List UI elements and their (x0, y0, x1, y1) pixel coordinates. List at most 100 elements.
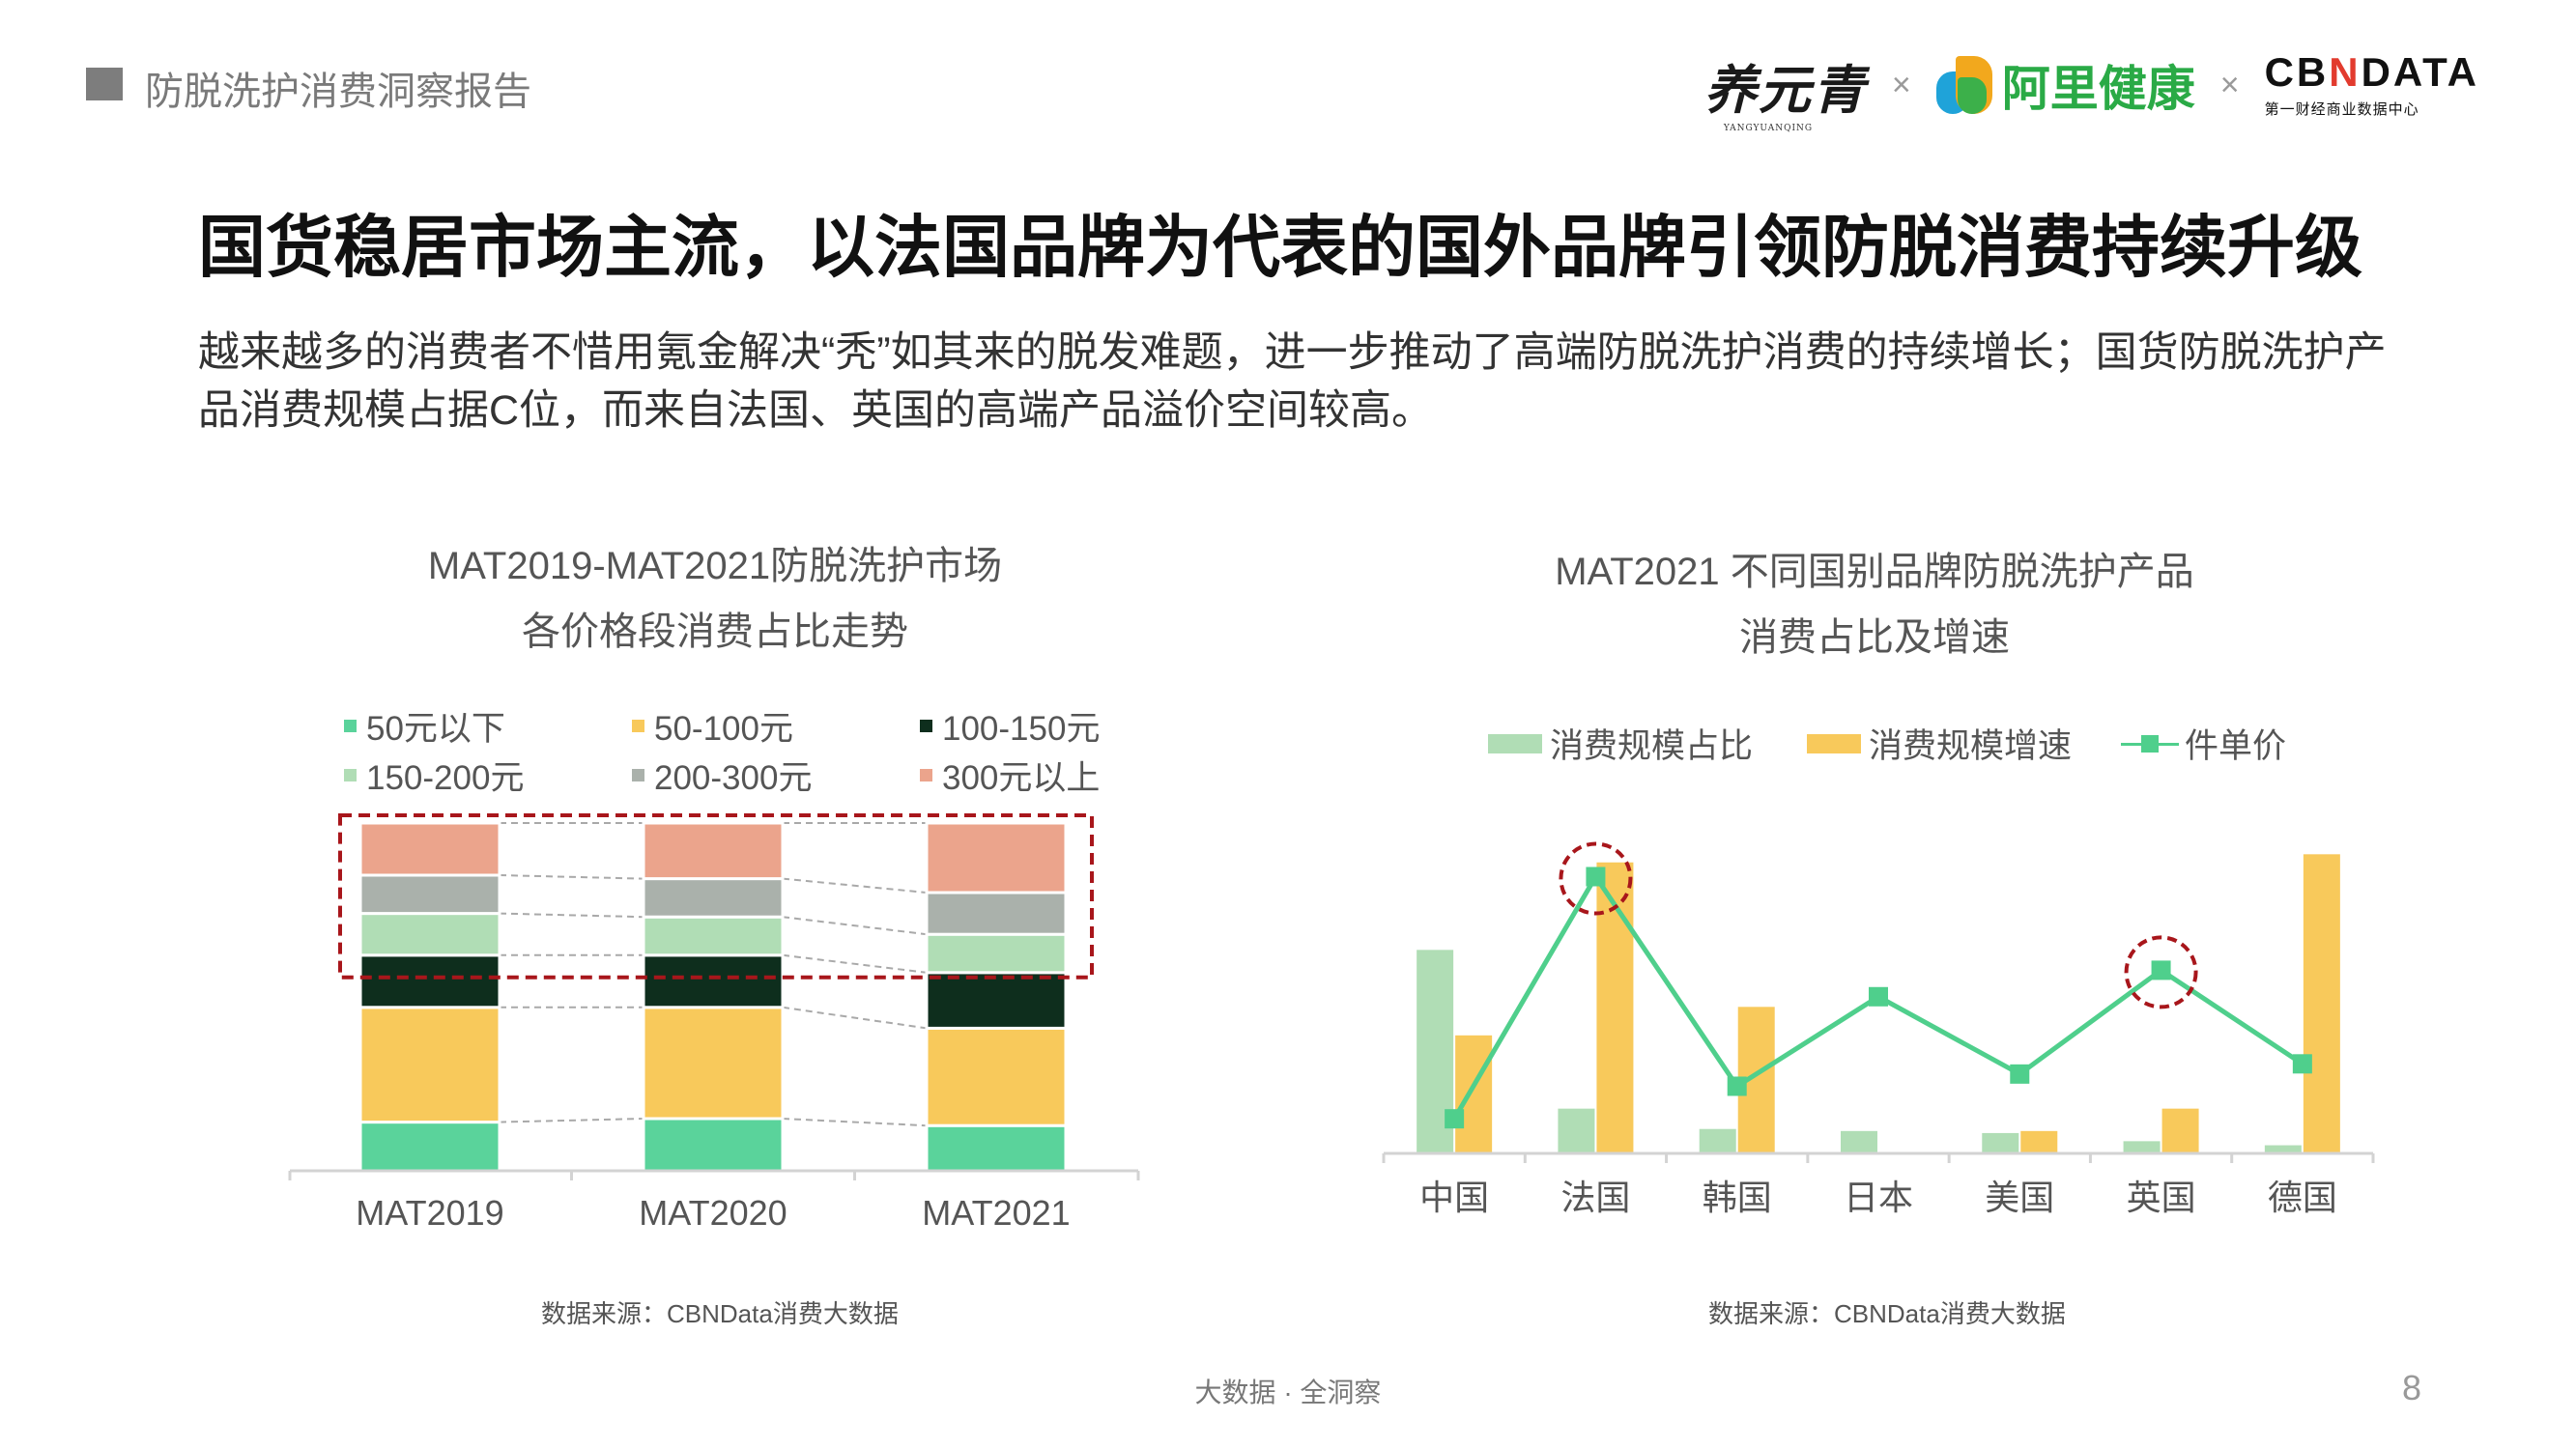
bar-segment (925, 1026, 1068, 1127)
legend-item: 100-150元 (920, 701, 1100, 751)
legend-swatch (344, 720, 357, 732)
bar (1558, 1108, 1595, 1153)
header-square-icon (86, 68, 123, 100)
bar (2020, 1130, 2058, 1153)
right-chart-source: 数据来源：CBNData消费大数据 (1708, 1299, 2066, 1328)
legend-item: 200-300元 (632, 751, 812, 800)
price-marker (2151, 960, 2171, 980)
bar (2161, 1108, 2199, 1153)
legend-item: 50-100元 (632, 701, 793, 751)
right-chart-title: MAT2021 不同国别品牌防脱洗护产品 消费占比及增速 (1449, 539, 2300, 670)
price-marker (1445, 1109, 1465, 1129)
price-marker (1869, 986, 1888, 1007)
x-tick-label: 日本 (1844, 1178, 1913, 1217)
connector-line (782, 877, 928, 894)
x-tick-label: 韩国 (1703, 1178, 1772, 1217)
legend-label: 50-100元 (654, 710, 793, 748)
bar (1455, 1035, 1493, 1153)
bar-segment (642, 1117, 785, 1173)
left-chart-title-line2: 各价格段消费占比走势 (522, 611, 908, 653)
bar (2303, 854, 2340, 1153)
right-chart-title-line1: MAT2021 不同国别品牌防脱洗护产品 (1555, 551, 2194, 593)
bar (1982, 1132, 2019, 1153)
legend-swatch (1488, 733, 1542, 753)
right-chart-title-line2: 消费占比及增速 (1739, 616, 2010, 659)
bar-segment (925, 891, 1068, 936)
x-tick-label: 美国 (1985, 1178, 2054, 1217)
legend-label: 消费规模增速 (1869, 727, 2073, 765)
legend-label: 150-200元 (366, 759, 525, 797)
connector-line (499, 1118, 644, 1123)
x-tick-label: 法国 (1560, 1178, 1630, 1217)
connector-line (782, 953, 928, 974)
legend-label: 300元以上 (942, 759, 1101, 797)
legend-item: 50元以下 (344, 701, 505, 751)
bar-segment (642, 953, 785, 1009)
report-title: 防脱洗护消费洞察报告 (145, 71, 531, 113)
x-tick-label: MAT2019 (356, 1193, 503, 1233)
left-stacked-bar-chart: MAT2019 MAT2020 MAT2021 (288, 813, 1140, 1233)
x-tick-label: MAT2021 (922, 1193, 1070, 1233)
price-marker (1586, 867, 1606, 887)
highlight-circle (2124, 935, 2198, 1009)
legend-item: 件单价 (2121, 719, 2286, 768)
legend-label: 件单价 (2185, 727, 2287, 765)
alihealth-logo-text: 阿里健康 (2001, 62, 2195, 116)
left-chart-source: 数据来源：CBNData消费大数据 (541, 1299, 899, 1328)
bar-segment (642, 821, 785, 881)
x-tick-label: 德国 (2268, 1178, 2337, 1217)
bar-segment (925, 971, 1068, 1030)
bar-segment (358, 1006, 501, 1124)
yangyuanqing-logo-text: 养元青 (1703, 58, 1867, 121)
legend-item: 150-200元 (344, 751, 524, 800)
legend-swatch (1807, 733, 1861, 753)
alihealth-logo: 阿里健康 (1935, 50, 2195, 120)
bar-segment (358, 953, 501, 1009)
page-description: 越来越多的消费者不惜用氪金解决“秃”如其来的脱发难题，进一步推动了高端防脱洗护消… (198, 329, 2387, 434)
bar (2123, 1141, 2161, 1153)
connector-line (499, 874, 644, 880)
price-marker (2292, 1054, 2312, 1074)
bar-segment (642, 877, 785, 919)
cbndata-logo: CBNDATA 第一财经商业数据中心 (2264, 48, 2479, 119)
connector-line (782, 1006, 928, 1030)
logo-separator: × (1891, 66, 1911, 103)
connector-line (499, 912, 644, 919)
bar-segment (925, 1123, 1068, 1173)
legend-label: 200-300元 (654, 759, 813, 797)
page-title: 国货稳居市场主流，以法国品牌为代表的国外品牌引领防脱消费持续升级 (198, 210, 2362, 285)
bar-segment (358, 1121, 501, 1173)
legend-swatch (920, 720, 932, 732)
bar (1841, 1130, 1877, 1153)
left-chart-title: MAT2019-MAT2021防脱洗护市场 各价格段消费占比走势 (329, 533, 1102, 665)
bar-segment (358, 873, 501, 916)
legend-label: 100-150元 (942, 710, 1101, 748)
bar-segment (925, 821, 1068, 895)
legend-item: 300元以上 (920, 751, 1100, 800)
legend-label: 50元以下 (366, 710, 505, 748)
connector-line (782, 916, 928, 936)
left-chart-title-line1: MAT2019-MAT2021防脱洗护市场 (427, 545, 1003, 587)
highlight-box (338, 813, 1094, 980)
highlight-circle (1559, 841, 1633, 916)
alihealth-mark-icon (1935, 56, 1992, 114)
bar-segment (642, 1006, 785, 1121)
footer-tagline: 大数据 · 全洞察 (1194, 1378, 1382, 1407)
legend-swatch (344, 769, 357, 781)
bar-segment (358, 912, 501, 957)
bar (1699, 1128, 1736, 1153)
connector-line (782, 1118, 928, 1127)
partner-logos: 养元青 YANGYUANQING × 阿里健康 × CBNDATA 第一财经商业… (1703, 46, 2479, 133)
bar-segment (358, 821, 501, 877)
legend-line-swatch (2121, 732, 2179, 755)
legend-item: 消费规模占比 (1488, 719, 1753, 768)
right-combo-chart: 中国 法国 韩国 日本 美国 英国 德国 (1382, 841, 2375, 1217)
x-tick-label: 英国 (2127, 1178, 2196, 1217)
legend-swatch (920, 769, 932, 781)
cbndata-logo-text: CBNDATA (2264, 48, 2479, 95)
x-tick-label: MAT2020 (639, 1193, 787, 1233)
page-number: 8 (2401, 1368, 2421, 1407)
bar-segment (642, 915, 785, 957)
price-marker (2010, 1064, 2030, 1084)
